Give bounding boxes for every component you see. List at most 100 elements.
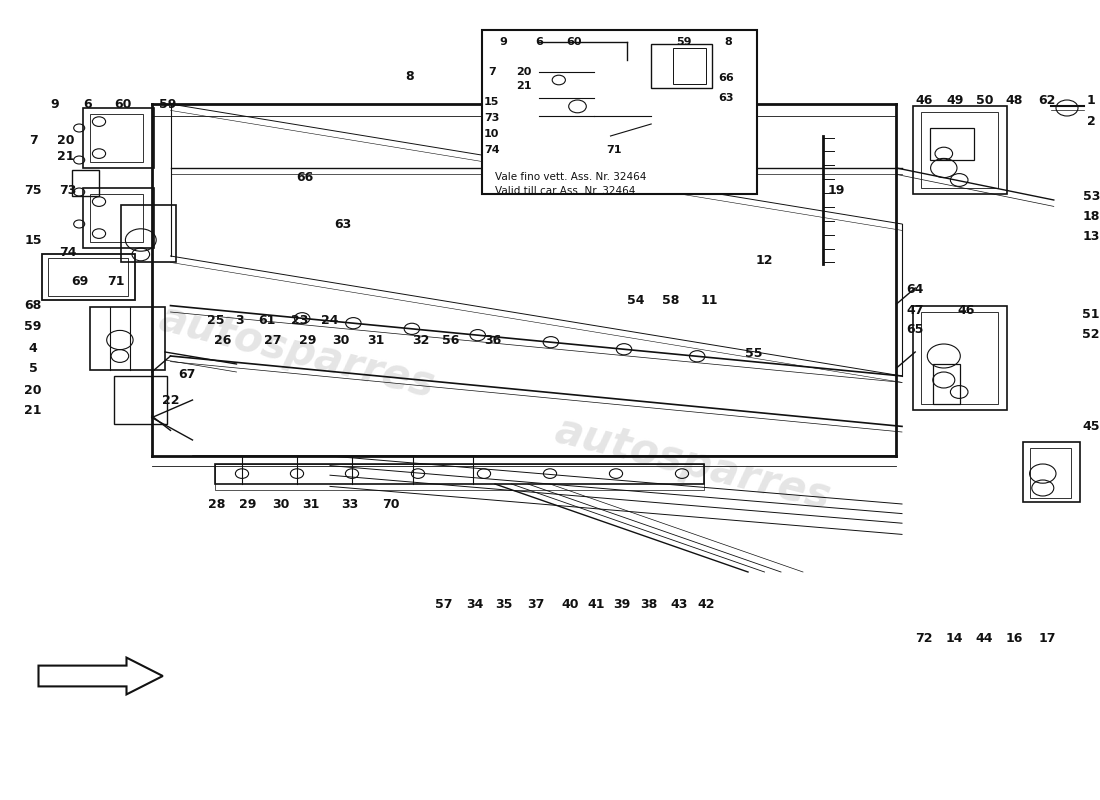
Text: 21: 21 [57, 150, 75, 162]
Text: 38: 38 [640, 598, 658, 610]
Bar [48, 258, 128, 296]
Text: 54: 54 [627, 294, 645, 306]
Text: 48: 48 [1005, 94, 1023, 106]
Text: 3: 3 [235, 314, 244, 326]
Bar [82, 108, 154, 168]
Text: 74: 74 [59, 246, 77, 258]
Bar [42, 254, 135, 300]
Text: 72: 72 [915, 632, 933, 645]
Text: 7: 7 [487, 67, 496, 77]
Text: 5: 5 [29, 362, 37, 374]
Bar [651, 44, 712, 88]
Text: 57: 57 [434, 598, 452, 610]
Text: 47: 47 [906, 304, 924, 317]
Text: 45: 45 [1082, 420, 1100, 433]
Bar [114, 376, 167, 424]
Text: 66: 66 [296, 171, 314, 184]
Text: 61: 61 [258, 314, 276, 326]
Text: 28: 28 [208, 498, 226, 510]
Text: 33: 33 [341, 498, 359, 510]
Text: 11: 11 [701, 294, 718, 306]
Text: 19: 19 [827, 184, 845, 197]
Text: 26: 26 [213, 334, 231, 346]
Bar [90, 194, 143, 242]
Bar [913, 306, 1007, 410]
Text: 50: 50 [976, 94, 993, 106]
Text: 16: 16 [1005, 632, 1023, 645]
Text: 40: 40 [561, 598, 579, 610]
Text: 75: 75 [24, 184, 42, 197]
Text: 55: 55 [745, 347, 762, 360]
Text: 17: 17 [1038, 632, 1056, 645]
Text: 52: 52 [1082, 328, 1100, 341]
Text: 8: 8 [724, 37, 733, 46]
Text: 37: 37 [527, 598, 544, 610]
Bar [673, 48, 706, 84]
Text: 30: 30 [272, 498, 289, 510]
Bar [82, 188, 154, 248]
Bar [921, 112, 998, 188]
Text: 35: 35 [495, 598, 513, 610]
Text: 73: 73 [59, 184, 77, 197]
Text: autosparres: autosparres [551, 410, 835, 518]
Text: 56: 56 [442, 334, 460, 346]
Text: 51: 51 [1082, 308, 1100, 321]
Text: 41: 41 [587, 598, 605, 610]
Text: 23: 23 [290, 314, 308, 326]
Text: 10: 10 [484, 129, 499, 138]
Text: 6: 6 [535, 37, 543, 46]
Text: 62: 62 [1038, 94, 1056, 106]
Text: 63: 63 [718, 93, 734, 102]
Text: 12: 12 [756, 254, 773, 266]
Text: 15: 15 [484, 97, 499, 106]
Text: 8: 8 [405, 70, 414, 82]
Text: 59: 59 [24, 320, 42, 333]
Text: 43: 43 [670, 598, 688, 610]
Text: 15: 15 [24, 234, 42, 246]
Text: 25: 25 [207, 314, 224, 326]
Bar [90, 307, 165, 370]
Text: 64: 64 [906, 283, 924, 296]
Text: 60: 60 [114, 98, 132, 110]
Text: 53: 53 [1082, 190, 1100, 202]
Text: 21: 21 [24, 404, 42, 417]
Text: 27: 27 [264, 334, 282, 346]
Text: 46: 46 [915, 94, 933, 106]
Text: 60: 60 [566, 37, 582, 46]
FancyBboxPatch shape [482, 30, 757, 194]
Bar [913, 106, 1007, 194]
Text: 36: 36 [484, 334, 502, 346]
Text: 58: 58 [662, 294, 680, 306]
Polygon shape [39, 658, 163, 694]
Text: 66: 66 [718, 73, 734, 82]
Text: autosparres: autosparres [155, 298, 439, 406]
Text: 69: 69 [72, 275, 89, 288]
Text: 32: 32 [412, 334, 430, 346]
Text: 44: 44 [976, 632, 993, 645]
Text: 39: 39 [613, 598, 630, 610]
Text: 9: 9 [499, 37, 508, 46]
Text: 67: 67 [178, 368, 196, 381]
Text: 46: 46 [957, 304, 975, 317]
Text: 42: 42 [697, 598, 715, 610]
Text: 74: 74 [484, 146, 499, 155]
Text: 30: 30 [332, 334, 350, 346]
Text: 68: 68 [24, 299, 42, 312]
Text: 31: 31 [302, 498, 320, 510]
Text: 20: 20 [57, 134, 75, 146]
Text: 21: 21 [516, 81, 531, 90]
Text: 63: 63 [334, 218, 352, 230]
Text: 18: 18 [1082, 210, 1100, 222]
Text: Valid till car Ass. Nr. 32464: Valid till car Ass. Nr. 32464 [495, 186, 636, 196]
Bar [72, 170, 99, 196]
Text: 71: 71 [107, 275, 124, 288]
Text: 13: 13 [1082, 230, 1100, 242]
Text: 59: 59 [676, 37, 692, 46]
Text: 14: 14 [946, 632, 964, 645]
Text: 73: 73 [484, 114, 499, 123]
Text: 1: 1 [1087, 94, 1096, 106]
Text: 22: 22 [162, 394, 179, 406]
Text: 29: 29 [299, 334, 317, 346]
Text: 24: 24 [321, 314, 339, 326]
Text: Vale fino vett. Ass. Nr. 32464: Vale fino vett. Ass. Nr. 32464 [495, 172, 647, 182]
